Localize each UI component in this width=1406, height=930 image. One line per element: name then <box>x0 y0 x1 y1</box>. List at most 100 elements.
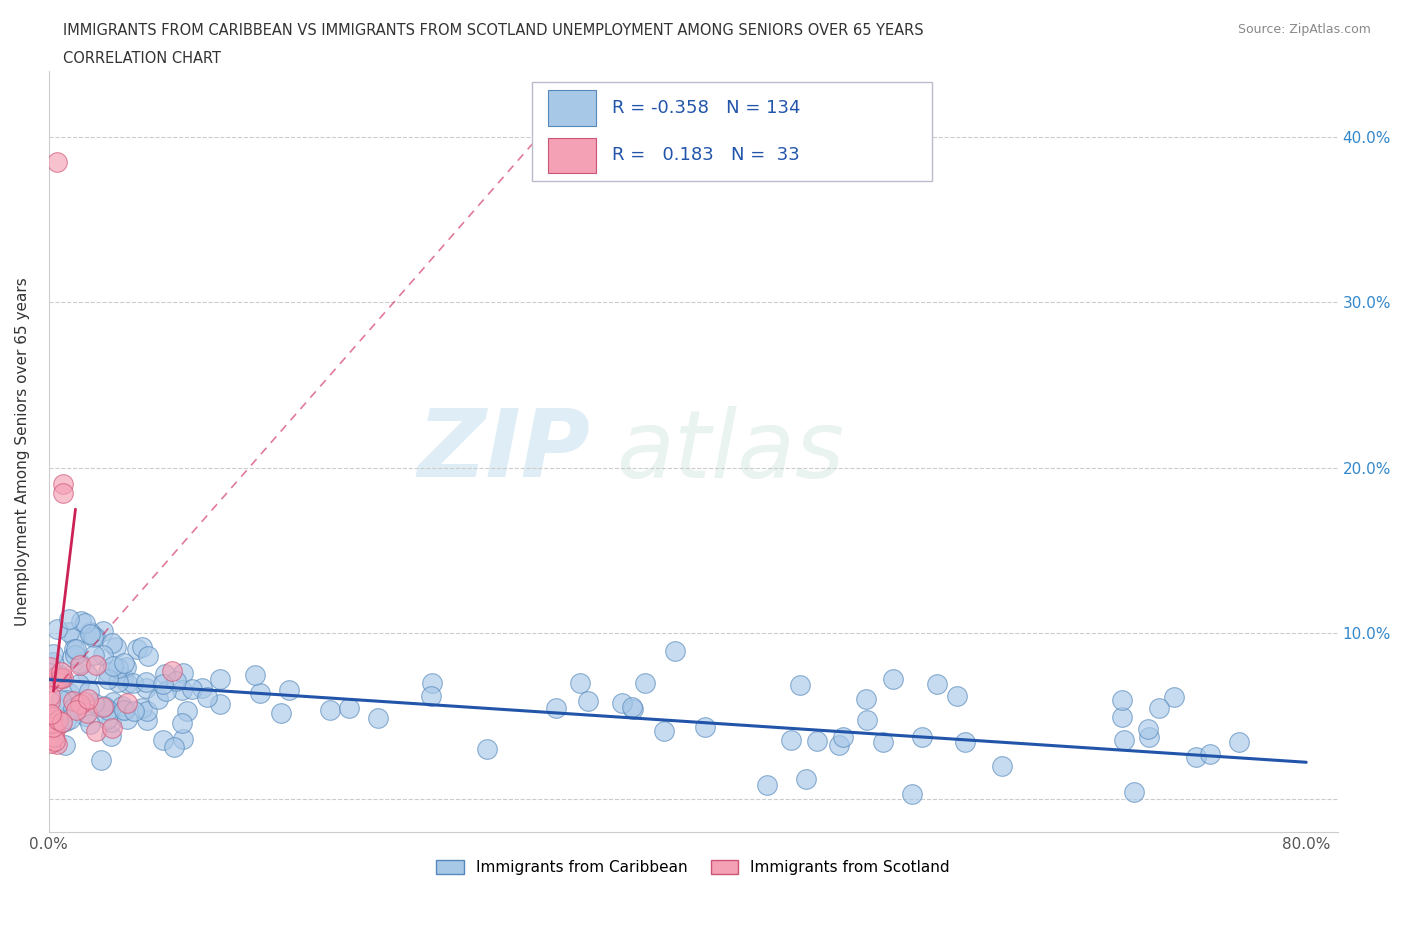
Point <box>1123 784 1146 799</box>
Point <box>101 636 124 651</box>
Point <box>112 670 135 684</box>
Point <box>51 714 73 729</box>
Point <box>115 675 138 690</box>
Point <box>153 667 176 682</box>
Point <box>58 624 80 639</box>
Point <box>67 677 90 692</box>
Point <box>209 697 232 711</box>
Point <box>77 684 100 698</box>
Point <box>90 752 112 767</box>
Point <box>337 700 360 715</box>
Point <box>39 688 62 703</box>
Point <box>55 713 77 728</box>
Point <box>97 702 120 717</box>
Point <box>927 677 949 692</box>
Point <box>209 671 232 686</box>
Point <box>91 624 114 639</box>
Text: Source: ZipAtlas.com: Source: ZipAtlas.com <box>1237 23 1371 36</box>
Point <box>75 709 97 724</box>
Point <box>117 696 139 711</box>
Point <box>46 671 69 685</box>
Point <box>125 641 148 656</box>
Point <box>136 712 159 727</box>
Y-axis label: Unemployment Among Seniors over 65 years: Unemployment Among Seniors over 65 years <box>15 277 30 626</box>
Point <box>1147 701 1170 716</box>
Point <box>901 787 924 802</box>
Point <box>45 674 67 689</box>
Point <box>55 737 77 752</box>
Point <box>165 674 187 689</box>
Point <box>131 640 153 655</box>
Point <box>58 685 80 700</box>
Point <box>100 721 122 736</box>
Point <box>49 692 72 707</box>
Point <box>73 694 96 709</box>
Point <box>49 715 72 730</box>
Point <box>76 667 98 682</box>
Point <box>79 624 101 639</box>
Point <box>63 631 86 645</box>
Point <box>1111 710 1133 724</box>
Point <box>65 703 87 718</box>
Point <box>52 671 75 685</box>
Point <box>610 696 633 711</box>
Point <box>42 710 65 724</box>
Point <box>621 699 644 714</box>
Point <box>953 735 976 750</box>
Point <box>828 737 851 752</box>
Point <box>270 706 292 721</box>
Point <box>41 715 63 730</box>
Point <box>59 711 82 726</box>
Point <box>39 693 62 708</box>
Point <box>172 665 194 680</box>
Point <box>1112 732 1135 747</box>
Point <box>69 658 91 672</box>
Point <box>155 684 177 698</box>
Point <box>693 720 716 735</box>
Point <box>100 728 122 743</box>
Point <box>911 729 934 744</box>
Point <box>131 700 153 715</box>
Point <box>101 694 124 709</box>
Point <box>97 665 120 680</box>
Point <box>160 663 183 678</box>
Text: ZIP: ZIP <box>418 405 591 498</box>
Point <box>1227 735 1250 750</box>
Point <box>135 674 157 689</box>
Point <box>69 697 91 711</box>
Point <box>96 711 118 726</box>
Point <box>122 676 145 691</box>
Point <box>44 723 66 737</box>
Point <box>76 706 98 721</box>
Point <box>103 658 125 673</box>
Point <box>62 693 84 708</box>
Point <box>1198 747 1220 762</box>
Point <box>180 682 202 697</box>
Point <box>52 477 75 492</box>
Point <box>105 639 128 654</box>
Point <box>568 675 591 690</box>
Point <box>882 671 904 686</box>
Point <box>1136 722 1159 737</box>
Point <box>176 703 198 718</box>
Point <box>872 735 894 750</box>
Point <box>79 717 101 732</box>
Point <box>58 611 80 626</box>
Point <box>1137 730 1160 745</box>
Point <box>77 692 100 707</box>
Point <box>52 485 75 500</box>
Point <box>63 648 86 663</box>
Point <box>63 642 86 657</box>
Text: IMMIGRANTS FROM CARIBBEAN VS IMMIGRANTS FROM SCOTLAND UNEMPLOYMENT AMONG SENIORS: IMMIGRANTS FROM CARIBBEAN VS IMMIGRANTS … <box>63 23 924 38</box>
Point <box>135 681 157 696</box>
Point <box>79 627 101 642</box>
Point <box>46 737 69 751</box>
Point <box>152 677 174 692</box>
Point <box>49 671 72 685</box>
Point <box>419 688 441 703</box>
Point <box>789 678 811 693</box>
Point <box>107 661 129 676</box>
Point <box>122 703 145 718</box>
Point <box>652 724 675 738</box>
Point <box>112 656 135 671</box>
